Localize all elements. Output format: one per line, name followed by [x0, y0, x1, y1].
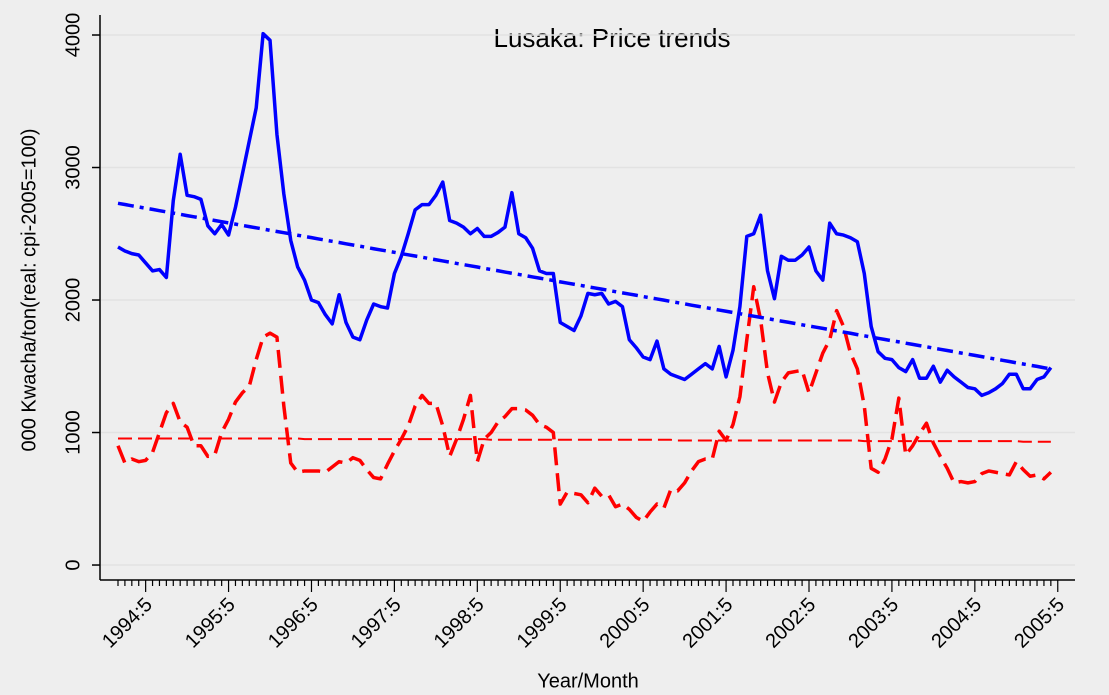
y-tick-label: 3000: [62, 145, 84, 190]
chart-title: Lusaka: Price trends: [493, 23, 730, 53]
y-axis-label: 000 Kwacha/ton(real: cpi-2005=100): [18, 129, 40, 452]
series-line: [118, 437, 1051, 443]
series-line: [117, 201, 1052, 371]
x-axis-label: Year/Month: [537, 670, 639, 692]
series-line: [117, 31, 1053, 398]
y-tick-label: 2000: [62, 278, 84, 323]
series-line: [116, 285, 1053, 524]
y-tick-label: 4000: [62, 13, 84, 58]
y-tick-label: 1000: [62, 410, 84, 455]
y-tick-label: 0: [62, 559, 84, 570]
